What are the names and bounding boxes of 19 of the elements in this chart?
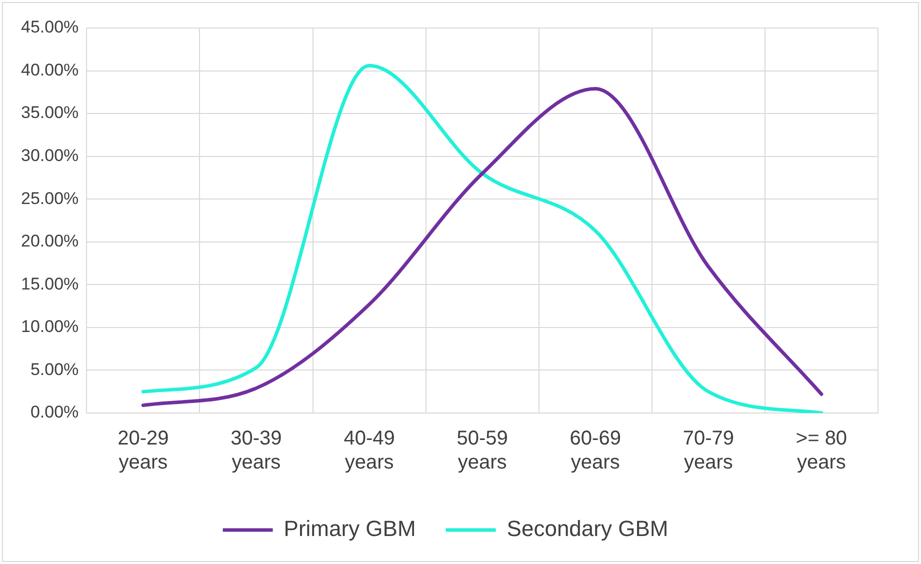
y-tick-label: 35.00% — [20, 103, 79, 122]
y-tick-label: 45.00% — [20, 18, 79, 37]
y-tick-label: 40.00% — [20, 60, 79, 80]
y-tick-label: 0.00% — [30, 402, 79, 422]
legend-label: Secondary GBM — [506, 516, 668, 542]
legend-label: Primary GBM — [284, 516, 416, 542]
y-tick-label: 15.00% — [20, 274, 79, 294]
x-tick-label: 40-49 years — [344, 428, 395, 474]
y-tick-label: 20.00% — [20, 232, 79, 251]
x-tick-label: >= 80 years — [796, 428, 848, 474]
y-tick-label: 5.00% — [30, 360, 79, 379]
y-tick-label: 25.00% — [20, 188, 79, 208]
y-tick-label: 30.00% — [20, 146, 79, 166]
x-tick-label: 50-59 years — [456, 428, 508, 474]
y-tick-label: 10.00% — [20, 317, 79, 336]
x-tick-label: 60-69 years — [570, 428, 621, 474]
x-tick-label: 30-39 years — [230, 428, 282, 474]
x-tick-label: 20-29 years — [118, 428, 169, 474]
x-tick-label: 70-79 years — [682, 428, 734, 474]
